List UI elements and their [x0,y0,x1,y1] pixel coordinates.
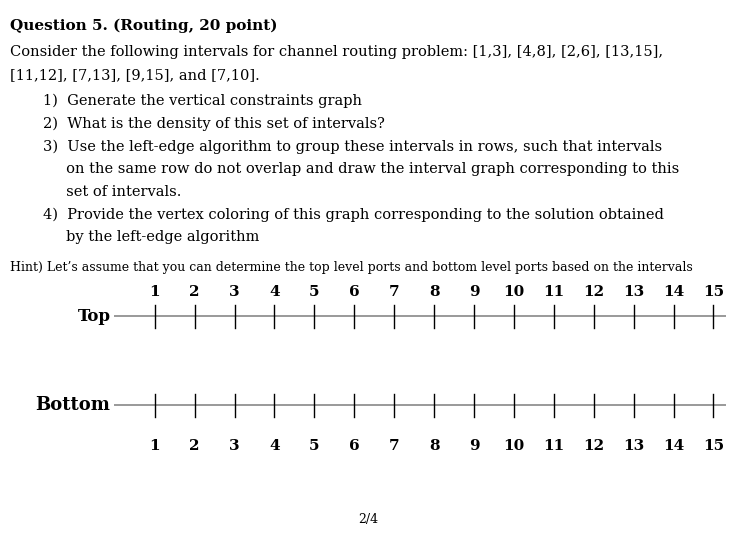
Text: 15: 15 [703,439,724,453]
Text: 10: 10 [503,439,525,453]
Text: 3: 3 [229,439,240,453]
Text: 2: 2 [189,439,200,453]
Text: 7: 7 [389,285,399,299]
Text: 6: 6 [349,285,360,299]
Text: [11,12], [7,13], [9,15], and [7,10].: [11,12], [7,13], [9,15], and [7,10]. [10,68,259,82]
Text: 13: 13 [623,285,644,299]
Text: Hint) Let’s assume that you can determine the top level ports and bottom level p: Hint) Let’s assume that you can determin… [10,260,692,273]
Text: 1: 1 [150,285,160,299]
Text: 14: 14 [663,439,684,453]
Text: 11: 11 [543,285,565,299]
Text: 4: 4 [269,285,280,299]
Text: 7: 7 [389,439,399,453]
Text: 2/4: 2/4 [358,513,379,526]
Text: 9: 9 [469,439,479,453]
Text: set of intervals.: set of intervals. [43,185,181,199]
Text: 4)  Provide the vertex coloring of this graph corresponding to the solution obta: 4) Provide the vertex coloring of this g… [43,207,663,222]
Text: 12: 12 [583,285,604,299]
Text: 11: 11 [543,439,565,453]
Text: 5: 5 [309,285,320,299]
Text: 13: 13 [623,439,644,453]
Text: 8: 8 [429,439,439,453]
Text: 9: 9 [469,285,479,299]
Text: 15: 15 [703,285,724,299]
Text: 10: 10 [503,285,525,299]
Text: 14: 14 [663,285,684,299]
Text: 3: 3 [229,285,240,299]
Text: 2: 2 [189,285,200,299]
Text: by the left-edge algorithm: by the left-edge algorithm [43,230,259,244]
Text: 4: 4 [269,439,280,453]
Text: 1: 1 [150,439,160,453]
Text: 12: 12 [583,439,604,453]
Text: 2)  What is the density of this set of intervals?: 2) What is the density of this set of in… [43,117,385,131]
Text: 5: 5 [309,439,320,453]
Text: 3)  Use the left-edge algorithm to group these intervals in rows, such that inte: 3) Use the left-edge algorithm to group … [43,140,662,154]
Text: 8: 8 [429,285,439,299]
Text: Bottom: Bottom [35,396,111,415]
Text: Consider the following intervals for channel routing problem: [1,3], [4,8], [2,6: Consider the following intervals for cha… [10,45,663,59]
Text: on the same row do not overlap and draw the interval graph corresponding to this: on the same row do not overlap and draw … [43,162,679,176]
Text: Question 5. (Routing, 20 point): Question 5. (Routing, 20 point) [10,19,277,33]
Text: 6: 6 [349,439,360,453]
Text: 1)  Generate the vertical constraints graph: 1) Generate the vertical constraints gra… [43,94,362,108]
Text: Top: Top [77,308,111,325]
